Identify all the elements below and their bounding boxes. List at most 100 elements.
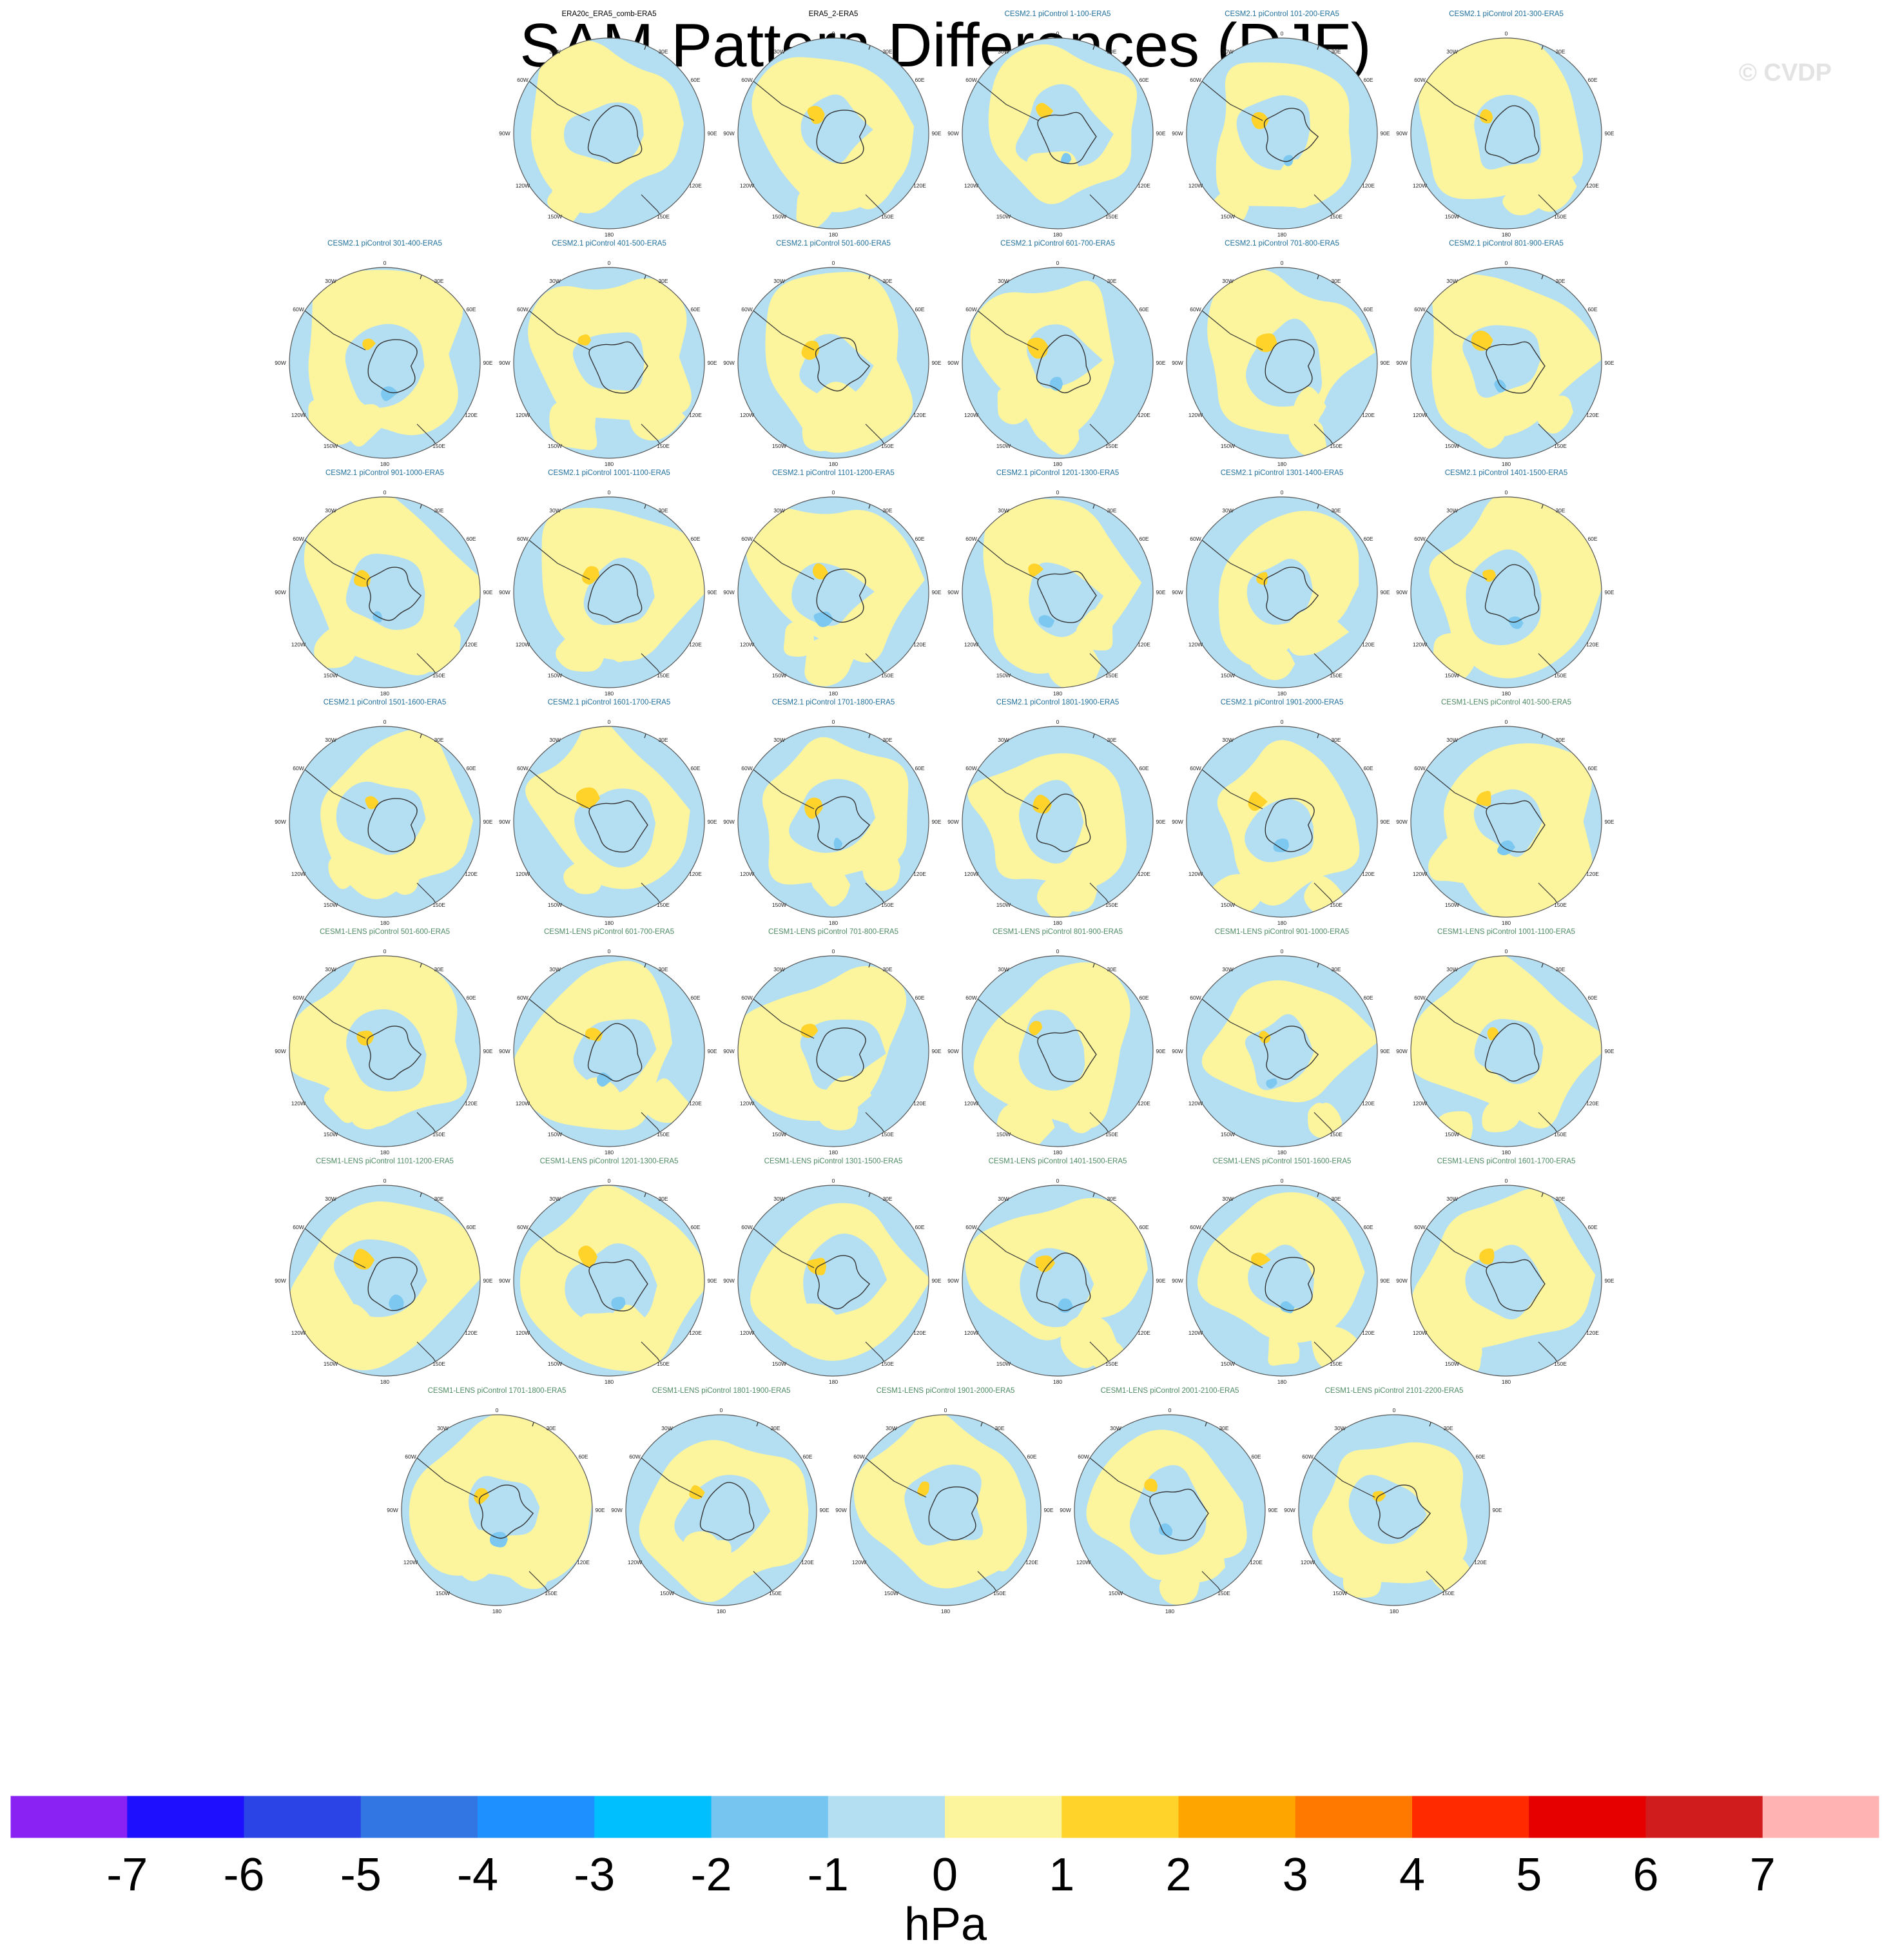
- longitude-tick-label: 30W: [773, 278, 784, 284]
- longitude-tick-label: 60W: [1190, 1224, 1201, 1230]
- longitude-tick-label: 120W: [291, 412, 305, 418]
- longitude-tick-label: 90E: [707, 1277, 717, 1284]
- strong-positive-region: [576, 787, 601, 808]
- positive-region: [579, 1312, 622, 1350]
- map-border: [513, 267, 705, 459]
- longitude-tick-label: 60W: [517, 995, 528, 1001]
- longitude-tick-label: 60W: [965, 1224, 976, 1230]
- longitude-tick-label: 180: [605, 1379, 614, 1385]
- longitude-tick-label: 120E: [1474, 1559, 1487, 1566]
- positive-region: [640, 1078, 689, 1123]
- strong-negative-region: [489, 1531, 508, 1548]
- longitude-tick-label: 30W: [1222, 507, 1233, 514]
- colorbar-swatch: [594, 1796, 712, 1838]
- panel-title: CESM1-LENS piControl 2101-2200-ERA5: [1324, 1387, 1464, 1395]
- longitude-tick-label: 150E: [545, 1590, 558, 1596]
- antarctica-coastline: [1037, 570, 1097, 623]
- map-border: [849, 1414, 1042, 1606]
- antarctica-coastline: [1037, 112, 1097, 164]
- longitude-tick-label: 30E: [434, 507, 443, 514]
- longitude-tick-label: 180: [941, 1608, 950, 1615]
- longitude-tick-label: 90E: [931, 130, 941, 137]
- strong-positive-region: [1036, 102, 1054, 119]
- longitude-tick-label: 180: [1277, 1379, 1286, 1385]
- antarctica-coastline: [1265, 798, 1315, 853]
- longitude-tick-label: 90W: [1172, 360, 1183, 366]
- strong-positive-region: [1144, 1479, 1158, 1492]
- longitude-tick-label: 150W: [772, 1131, 786, 1138]
- strong-positive-region: [1256, 333, 1277, 353]
- longitude-tick-label: 60W: [1190, 77, 1201, 83]
- map-border: [513, 496, 705, 688]
- map-panel: CESM1-LENS piControl 1801-1900-ERA5 0 180 9…: [609, 1386, 833, 1616]
- map-border: [962, 726, 1154, 918]
- longitude-tick-label: 0: [383, 719, 387, 725]
- longitude-tick-label: 150E: [432, 1361, 445, 1367]
- longitude-tick-label: 150W: [324, 443, 338, 449]
- antarctica-coastline: [367, 1257, 418, 1312]
- longitude-tick-label: 120W: [291, 871, 305, 877]
- longitude-tick-label: 90W: [723, 1277, 734, 1284]
- longitude-tick-label: 120W: [964, 412, 978, 418]
- longitude-tick-label: 90W: [723, 1048, 734, 1054]
- longitude-tick-label: 0: [608, 948, 611, 955]
- longitude-tick-label: 120E: [1138, 871, 1150, 877]
- longitude-tick-label: 90W: [611, 1507, 622, 1513]
- longitude-tick-label: 150E: [657, 213, 670, 220]
- longitude-tick-label: 120E: [1586, 182, 1599, 189]
- longitude-tick-label: 60W: [1190, 765, 1201, 771]
- map-panel: CESM2.1 piControl 1501-1600-ERA5 0 180 90W 9…: [273, 698, 497, 927]
- longitude-tick-label: 60E: [466, 306, 476, 313]
- longitude-tick-label: 0: [1056, 948, 1060, 955]
- colorbar-tick-label: -3: [574, 1849, 616, 1901]
- panel-title: CESM1-LENS piControl 601-700-ERA5: [544, 928, 674, 936]
- longitude-tick-label: 120W: [1188, 641, 1203, 648]
- longitude-tick-label: 180: [380, 1149, 389, 1156]
- longitude-tick-label: 90W: [1172, 1277, 1183, 1284]
- longitude-tick-label: 60W: [293, 765, 304, 771]
- longitude-tick-label: 30W: [325, 507, 336, 514]
- longitude-tick-label: 150W: [1445, 1131, 1459, 1138]
- positive-region: [610, 1305, 660, 1358]
- longitude-tick-label: 120W: [852, 1559, 866, 1566]
- longitude-tick-label: 120W: [740, 412, 754, 418]
- map-panel: CESM1-LENS piControl 901-1000-ERA5 0 180 90…: [1170, 927, 1394, 1157]
- longitude-tick-label: 90W: [275, 360, 286, 366]
- longitude-tick-label: 60E: [1139, 765, 1149, 771]
- longitude-tick-label: 180: [1502, 231, 1511, 238]
- longitude-tick-label: 120E: [913, 871, 926, 877]
- map-border: [1186, 955, 1378, 1147]
- longitude-tick-label: 60W: [1190, 995, 1201, 1001]
- strong-negative-region: [1497, 840, 1515, 856]
- longitude-tick-label: 30E: [1219, 1425, 1228, 1431]
- strong-positive-region: [1476, 791, 1491, 806]
- antarctica-coastline: [1484, 105, 1540, 164]
- longitude-tick-label: 0: [1281, 1178, 1284, 1184]
- polar-map: 0 180 90W 90E 30W 30E 60W 60E 120W 120E 150W 150E: [1172, 489, 1390, 697]
- longitude-tick-label: 90E: [595, 1507, 605, 1513]
- longitude-tick-label: 90E: [1380, 1277, 1390, 1284]
- antarctica-coastline: [1265, 1257, 1315, 1312]
- longitude-tick-label: 90E: [1156, 1277, 1165, 1284]
- longitude-tick-label: 60W: [741, 77, 752, 83]
- polar-map: 0 180 90W 90E 30W 30E 60W 60E 120W 120E 150W 150E: [723, 719, 942, 926]
- longitude-tick-label: 30E: [770, 1425, 780, 1431]
- longitude-tick-label: 60W: [1414, 77, 1425, 83]
- longitude-tick-label: 30E: [434, 737, 443, 743]
- panel-title: CESM2.1 piControl 1-100-ERA5: [1004, 10, 1111, 18]
- longitude-tick-label: 0: [383, 1178, 387, 1184]
- longitude-tick-label: 90E: [1604, 360, 1614, 366]
- longitude-tick-label: 60W: [517, 306, 528, 313]
- longitude-tick-label: 30E: [882, 966, 892, 973]
- longitude-tick-label: 30W: [773, 507, 784, 514]
- longitude-tick-label: 150E: [657, 902, 670, 908]
- longitude-tick-label: 60E: [1587, 765, 1597, 771]
- longitude-tick-label: 150W: [548, 1131, 562, 1138]
- longitude-tick-label: 150E: [657, 1131, 670, 1138]
- antarctica-coastline: [478, 1484, 534, 1539]
- longitude-tick-label: 30W: [1222, 48, 1233, 55]
- longitude-tick-label: 60W: [293, 536, 304, 542]
- longitude-tick-label: 60W: [629, 1453, 640, 1460]
- longitude-tick-label: 60W: [405, 1453, 416, 1460]
- longitude-tick-label: 150W: [1445, 902, 1459, 908]
